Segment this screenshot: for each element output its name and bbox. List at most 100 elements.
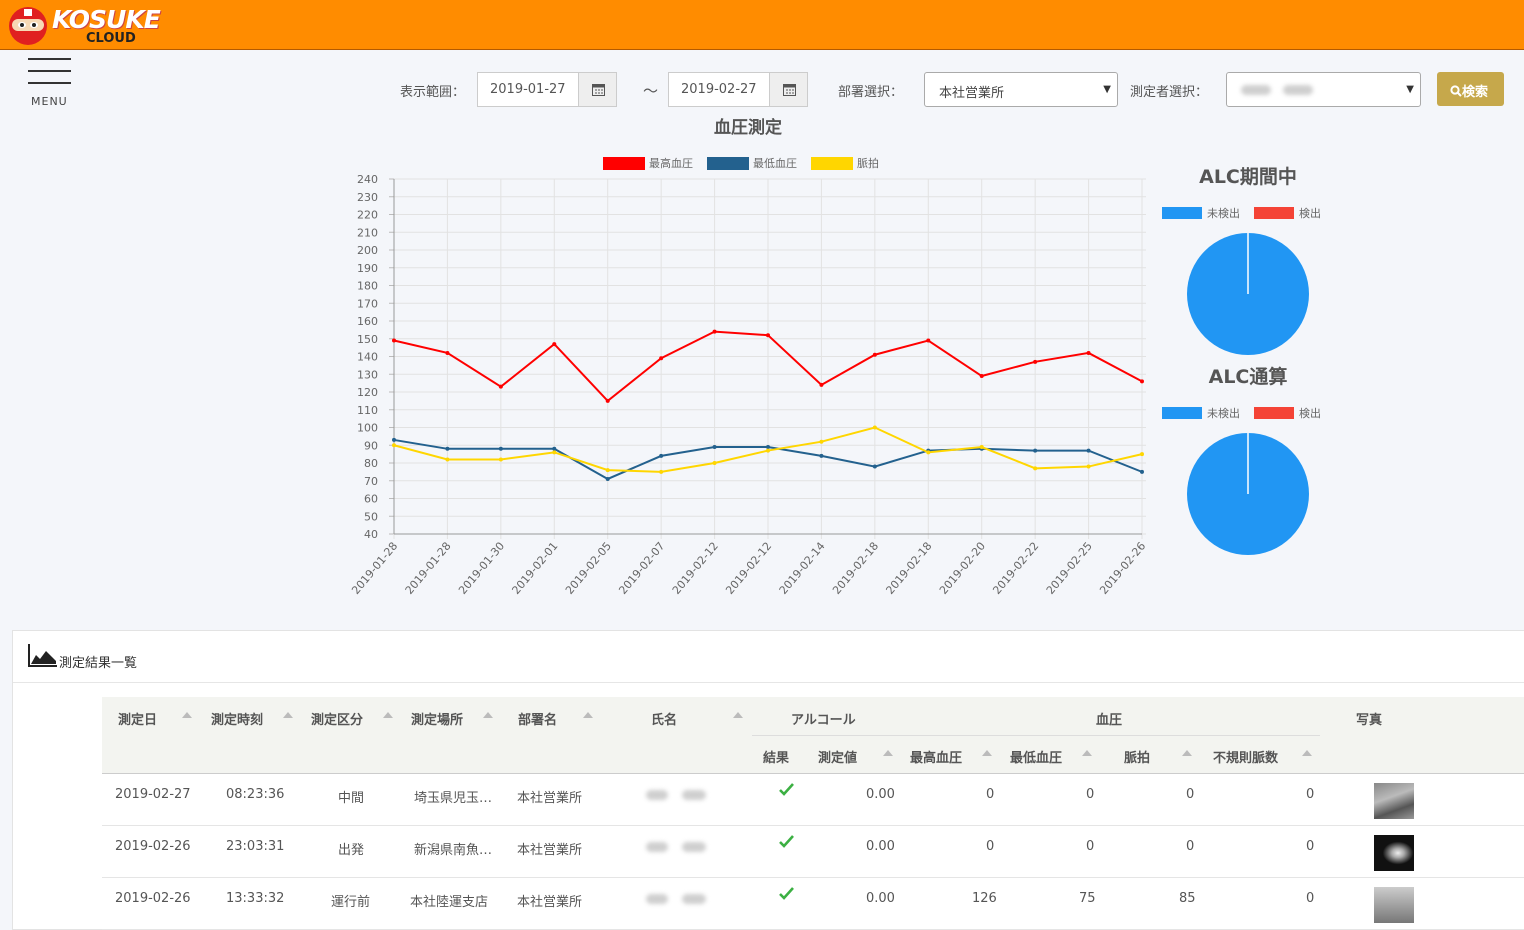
col-header-type[interactable]: 測定区分 bbox=[311, 713, 364, 728]
col-header-place[interactable]: 測定場所 bbox=[411, 713, 464, 728]
col-header-dept[interactable]: 部署名 bbox=[518, 713, 558, 728]
x-tick-label: 2019-02-20 bbox=[937, 540, 988, 597]
x-tick-label: 2019-02-07 bbox=[616, 540, 667, 597]
data-point bbox=[1086, 464, 1091, 469]
legend-label: 検出 bbox=[1299, 206, 1321, 220]
col-header-sys[interactable]: 最高血圧 bbox=[910, 751, 963, 766]
col-header-irregular[interactable]: 不規則脈数 bbox=[1213, 751, 1279, 766]
x-tick-label: 2019-02-22 bbox=[990, 540, 1041, 597]
header-divider bbox=[752, 735, 1320, 736]
y-tick-label: 50 bbox=[364, 510, 378, 523]
sort-icon[interactable] bbox=[1302, 750, 1312, 756]
data-point bbox=[819, 439, 824, 444]
photo-thumbnail[interactable] bbox=[1374, 835, 1414, 871]
col-header-pulse[interactable]: 脈拍 bbox=[1124, 751, 1151, 766]
col-header-time[interactable]: 測定時刻 bbox=[211, 713, 264, 728]
data-point bbox=[1086, 448, 1091, 453]
data-point bbox=[819, 382, 824, 387]
data-point bbox=[712, 461, 717, 465]
x-tick-label: 2019-02-25 bbox=[1044, 540, 1095, 597]
col-header-result[interactable]: 結果 bbox=[763, 751, 790, 766]
cell-dept: 本社営業所 bbox=[517, 791, 583, 806]
cell-date: 2019-02-27 bbox=[115, 787, 191, 802]
date-from-calendar-button[interactable] bbox=[578, 72, 617, 107]
date-from-input[interactable]: 2019-01-27 bbox=[477, 72, 579, 107]
sort-icon[interactable] bbox=[583, 712, 593, 718]
menu-button[interactable] bbox=[28, 58, 72, 108]
cell-name-redacted bbox=[646, 839, 706, 854]
legend-label: 未検出 bbox=[1207, 206, 1240, 220]
y-tick-label: 130 bbox=[357, 368, 378, 381]
cell-name-redacted bbox=[646, 891, 706, 906]
data-point bbox=[392, 338, 396, 343]
chevron-down-icon: ▼ bbox=[1103, 84, 1111, 95]
y-tick-label: 90 bbox=[364, 439, 378, 452]
col-header-alcohol: アルコール bbox=[791, 713, 856, 728]
cell-type: 運行前 bbox=[331, 895, 371, 910]
redacted-name bbox=[1241, 84, 1271, 95]
sort-icon[interactable] bbox=[182, 712, 192, 718]
sort-icon[interactable] bbox=[383, 712, 393, 718]
x-tick-label: 2019-02-14 bbox=[777, 540, 828, 597]
table-row[interactable] bbox=[102, 826, 1524, 878]
sort-icon[interactable] bbox=[483, 712, 493, 718]
sort-icon[interactable] bbox=[1182, 750, 1192, 756]
sort-icon[interactable] bbox=[1082, 750, 1092, 756]
data-point bbox=[445, 457, 450, 462]
cell-irregular: 0 bbox=[1306, 787, 1315, 802]
data-point bbox=[392, 443, 396, 448]
photo-thumbnail[interactable] bbox=[1374, 783, 1414, 819]
chevron-down-icon: ▼ bbox=[1406, 84, 1414, 95]
check-icon bbox=[779, 887, 794, 904]
cell-name-redacted bbox=[646, 787, 706, 802]
col-header-value[interactable]: 測定値 bbox=[818, 751, 858, 766]
col-header-dia[interactable]: 最低血圧 bbox=[1010, 751, 1063, 766]
search-icon bbox=[1450, 85, 1462, 97]
pie-title: ALC通算 bbox=[1209, 365, 1288, 388]
y-tick-label: 120 bbox=[357, 386, 378, 399]
menu-label: MENU bbox=[31, 95, 68, 108]
legend-swatch bbox=[1254, 407, 1294, 419]
data-point bbox=[766, 448, 770, 453]
col-header-name[interactable]: 氏名 bbox=[651, 713, 678, 728]
data-point bbox=[659, 453, 664, 458]
ninja-face-icon bbox=[9, 7, 47, 45]
x-tick-label: 2019-02-01 bbox=[510, 540, 561, 597]
y-tick-label: 110 bbox=[357, 404, 378, 417]
data-point bbox=[979, 445, 984, 450]
data-point bbox=[498, 457, 503, 462]
x-tick-label: 2019-01-30 bbox=[456, 540, 507, 597]
cell-pulse: 0 bbox=[1186, 787, 1195, 802]
search-button[interactable]: 検索 bbox=[1437, 72, 1504, 106]
brand-logo[interactable]: KOSUKE CLOUD bbox=[6, 3, 161, 47]
date-to-calendar-button[interactable] bbox=[769, 72, 808, 107]
sort-icon[interactable] bbox=[982, 750, 992, 756]
data-point bbox=[1033, 448, 1038, 453]
y-tick-label: 70 bbox=[364, 475, 378, 488]
data-point bbox=[605, 476, 610, 481]
dept-label: 部署選択： bbox=[838, 85, 904, 100]
data-point bbox=[552, 450, 557, 455]
table-row[interactable] bbox=[102, 774, 1524, 826]
sort-icon[interactable] bbox=[733, 712, 743, 718]
cell-dia: 0 bbox=[1086, 839, 1095, 854]
x-tick-label: 2019-02-05 bbox=[563, 540, 614, 597]
data-point bbox=[1140, 452, 1144, 457]
sort-icon[interactable] bbox=[283, 712, 293, 718]
legend-swatch bbox=[1254, 207, 1294, 219]
sort-icon[interactable] bbox=[883, 750, 893, 756]
y-tick-label: 220 bbox=[357, 209, 378, 222]
cell-pulse: 0 bbox=[1186, 839, 1195, 854]
legend-label: 最低血圧 bbox=[753, 156, 797, 170]
date-to-input[interactable]: 2019-02-27 bbox=[668, 72, 770, 107]
dept-select[interactable]: 本社営業所 ▼ bbox=[924, 72, 1118, 107]
calendar-icon bbox=[783, 84, 796, 96]
legend-swatch bbox=[707, 157, 749, 170]
cell-date: 2019-02-26 bbox=[115, 839, 191, 854]
range-separator: ～ bbox=[643, 82, 659, 100]
photo-thumbnail[interactable] bbox=[1374, 887, 1414, 923]
y-tick-label: 80 bbox=[364, 457, 378, 470]
x-tick-label: 2019-02-12 bbox=[723, 540, 774, 597]
person-select[interactable]: ▼ bbox=[1226, 72, 1421, 107]
col-header-date[interactable]: 測定日 bbox=[118, 713, 158, 728]
